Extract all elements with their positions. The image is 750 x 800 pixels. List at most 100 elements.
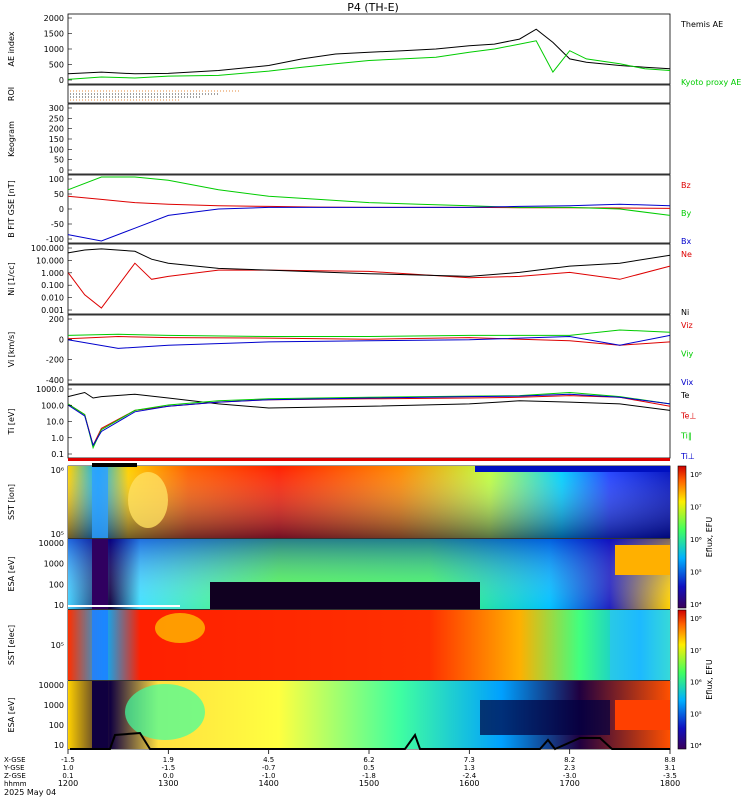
series-line-ti- bbox=[67, 393, 671, 447]
y-tick-label: 0 bbox=[59, 205, 64, 214]
figure-title: P4 (TH-E) bbox=[347, 1, 399, 14]
series-line-themis-ae bbox=[67, 28, 671, 75]
colorbar-tick-label: 10⁵ bbox=[690, 710, 702, 718]
colorbar-lower bbox=[677, 609, 687, 750]
y-tick-label: 0.100 bbox=[41, 281, 64, 290]
y-tick-label: 100.0 bbox=[41, 401, 64, 410]
colorbar-tick-label: 10⁷ bbox=[690, 647, 702, 655]
panel-ylabel: Ti [eV] bbox=[7, 408, 16, 435]
mode-bar bbox=[68, 458, 670, 461]
y-tick-label: 10⁵ bbox=[51, 641, 64, 650]
series-line-kyoto-proxy-ae bbox=[67, 40, 671, 80]
legend-label: Te bbox=[680, 391, 690, 400]
coord-value: -1.5 bbox=[161, 764, 175, 772]
series-line-ne bbox=[67, 262, 671, 309]
y-tick-label: 150 bbox=[49, 135, 64, 144]
spectrogram-sst-ion bbox=[68, 463, 670, 538]
y-tick-label: 10.0 bbox=[46, 418, 64, 427]
panel-ylabel: SST [ion] bbox=[7, 484, 16, 520]
panel-ylabel: ROI bbox=[7, 87, 16, 101]
y-tick-label: -100 bbox=[46, 235, 64, 244]
coord-value: 3.1 bbox=[664, 764, 675, 772]
colorbar-tick-label: 10⁴ bbox=[690, 601, 702, 609]
panel-ylabel: AE index bbox=[7, 31, 16, 66]
panel-roi bbox=[67, 84, 671, 104]
panel-ylabel: SST [elec] bbox=[7, 625, 16, 665]
y-tick-label: 1.0 bbox=[51, 434, 64, 443]
coord-value: 0.1 bbox=[62, 772, 73, 780]
series-line-vix bbox=[67, 334, 671, 349]
y-tick-label: 10⁵ bbox=[51, 530, 64, 539]
y-tick-label: 250 bbox=[49, 114, 64, 123]
legend-label: Ti⊥ bbox=[680, 452, 695, 461]
legend-label: Themis AE bbox=[680, 20, 723, 29]
coord-value: -1.5 bbox=[61, 756, 75, 764]
colorbar-tick-label: 10⁷ bbox=[690, 504, 702, 512]
panel-frame bbox=[67, 243, 671, 315]
coord-value: 4.5 bbox=[263, 756, 274, 764]
colorbar-tick-label: 10⁶ bbox=[690, 536, 702, 544]
y-tick-label: -400 bbox=[46, 376, 64, 385]
spectrogram-esa-elec bbox=[68, 681, 670, 751]
series-line-ni bbox=[67, 248, 671, 277]
panel-ae: Themis AE Kyoto proxy AE bbox=[67, 13, 741, 87]
series-line-ti- bbox=[67, 391, 671, 450]
y-tick-label: 100 bbox=[49, 175, 64, 184]
roi-markers bbox=[70, 90, 240, 101]
coord-value: 1.0 bbox=[62, 764, 73, 772]
panel-bfield: Bz By Bx bbox=[67, 174, 691, 246]
y-tick-label: 0.1 bbox=[51, 450, 64, 459]
panel-frame bbox=[67, 84, 671, 104]
x-tick-label: 1700 bbox=[559, 779, 579, 788]
spectrogram-sst-elec bbox=[68, 610, 670, 680]
colorbar-tick-label: 10⁸ bbox=[690, 615, 702, 623]
panel-frame bbox=[67, 314, 671, 385]
legend-label: Kyoto proxy AE bbox=[681, 78, 741, 87]
x-tick-label: 1500 bbox=[359, 779, 379, 788]
x-tick-label: 1800 bbox=[660, 779, 680, 788]
panel-density: Ne Ni bbox=[67, 243, 692, 317]
coord-value: -1.8 bbox=[362, 772, 376, 780]
series-line-by bbox=[67, 176, 671, 216]
y-tick-label: 100.000 bbox=[31, 244, 64, 253]
y-tick-label: 0.001 bbox=[41, 306, 64, 315]
coord-value: 1.3 bbox=[464, 764, 475, 772]
colorbar-tick-label: 10⁶ bbox=[690, 679, 702, 687]
legend-label: Viz bbox=[681, 321, 693, 330]
y-tick-label: 200 bbox=[49, 315, 64, 324]
legend-label: By bbox=[681, 209, 691, 218]
y-tick-label: 0 bbox=[59, 335, 64, 344]
y-tick-label: 1000 bbox=[44, 701, 64, 710]
coord-value: -1.0 bbox=[262, 772, 276, 780]
colorbar-tick-label: 10⁴ bbox=[690, 742, 702, 750]
y-tick-label: 100 bbox=[49, 145, 64, 154]
y-tick-label: 1000.0 bbox=[36, 385, 64, 394]
y-tick-label: 500 bbox=[49, 61, 64, 70]
legend-label: Bz bbox=[681, 181, 691, 190]
legend-label: Te⊥ bbox=[680, 411, 696, 420]
y-tick-label: 1.000 bbox=[41, 269, 64, 278]
y-tick-label: 50 bbox=[54, 156, 64, 165]
panel-ylabel: ESA [eV] bbox=[7, 698, 16, 733]
coord-value: -3.0 bbox=[563, 772, 577, 780]
legend-label: Ti∥ bbox=[680, 432, 692, 441]
y-tick-label: 0.010 bbox=[41, 294, 64, 303]
panel-ylabel: ESA [eV] bbox=[7, 557, 16, 592]
series-line-te- bbox=[67, 395, 671, 447]
coord-value: 1.9 bbox=[163, 756, 174, 764]
spectrogram-esa-ion bbox=[68, 539, 670, 609]
y-tick-label: 0 bbox=[59, 76, 64, 85]
colorbar-tick-label: 10⁸ bbox=[690, 471, 702, 479]
y-tick-label: 10⁶ bbox=[51, 466, 64, 475]
y-tick-label: 1000 bbox=[44, 45, 64, 54]
y-tick-label: 2000 bbox=[44, 14, 64, 23]
panel-ylabel: Vi [km/s] bbox=[7, 332, 16, 368]
panel-frame bbox=[67, 103, 671, 175]
panel-ylabel: B FIT GSE [nT] bbox=[7, 180, 16, 238]
y-tick-label: 50 bbox=[54, 190, 64, 199]
panel-ylabel: Ni [1/cc] bbox=[7, 262, 16, 296]
series-line-viy bbox=[67, 329, 671, 337]
y-tick-label: -50 bbox=[51, 220, 64, 229]
y-tick-label: 1500 bbox=[44, 30, 64, 39]
y-tick-label: 10000 bbox=[39, 681, 64, 690]
